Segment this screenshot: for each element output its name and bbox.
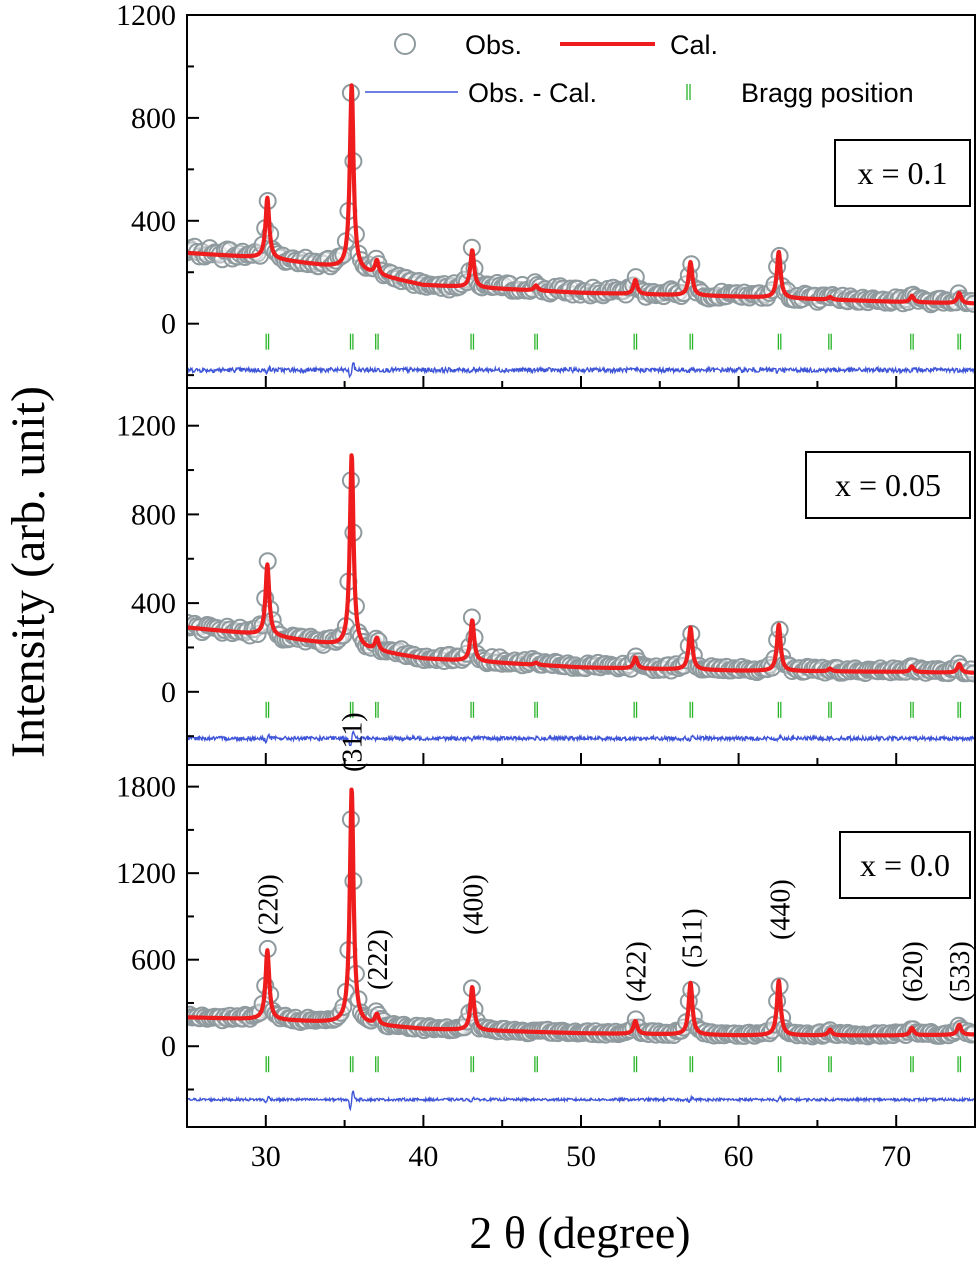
calculated-line: [187, 787, 975, 1038]
composition-labels: x = 0.1 x = 0.05 x = 0.0: [805, 139, 971, 899]
legend: Obs. Cal. Obs. - Cal. Bragg position: [365, 30, 914, 108]
calculated-line: [187, 453, 975, 675]
hkl-label: (620): [898, 941, 929, 1002]
x-tick-label: 70: [881, 1140, 911, 1173]
bragg-ticks: [265, 701, 962, 718]
calculated-line: [187, 83, 975, 306]
y-tick-label: 1200: [116, 857, 176, 890]
panel-3: [187, 787, 975, 1112]
x-tick-label: 30: [251, 1140, 281, 1173]
composition-box: x = 0.1: [834, 139, 971, 207]
legend-obs-marker: [394, 33, 416, 55]
bragg-ticks: [265, 1056, 962, 1073]
bragg-ticks: [265, 333, 962, 350]
y-tick-label: 600: [131, 944, 176, 977]
panel-frame: [186, 764, 976, 1128]
composition-box: x = 0.05: [805, 451, 971, 519]
composition-box: x = 0.0: [839, 831, 971, 899]
composition-label: x = 0.1: [857, 155, 947, 191]
difference-line: [187, 362, 975, 379]
composition-label: x = 0.05: [835, 467, 941, 503]
y-tick-label: 0: [161, 676, 176, 709]
x-tick-label: 50: [566, 1140, 596, 1173]
hkl-label: (511): [677, 908, 708, 968]
y-tick-label: 1200: [116, 410, 176, 443]
hkl-label: (220): [253, 874, 284, 935]
y-tick-label: 800: [131, 498, 176, 531]
hkl-label: (311): [338, 712, 369, 772]
x-tick-label: 60: [724, 1140, 754, 1173]
y-tick-label: 0: [161, 1030, 176, 1063]
plot-area: [187, 787, 975, 1112]
plot-area: [187, 83, 975, 379]
panel-2: [187, 453, 975, 747]
hkl-label: (222): [363, 929, 394, 990]
y-tick-label: 1200: [116, 0, 176, 32]
hkl-label: (422): [621, 941, 652, 1002]
composition-label: x = 0.0: [860, 847, 950, 883]
difference-line: [187, 1090, 975, 1112]
legend-diff-label: Obs. - Cal.: [468, 78, 597, 108]
hkl-label: (440): [766, 879, 797, 940]
x-tick-label: 40: [408, 1140, 438, 1173]
legend-bragg-label: Bragg position: [741, 78, 914, 108]
y-axis-title: Intensity (arb. unit): [2, 386, 55, 758]
x-axis-title: 2 θ (degree): [469, 1207, 690, 1258]
y-tick-label: 0: [161, 308, 176, 341]
y-tick-label: 400: [131, 205, 176, 238]
hkl-label: (400): [458, 874, 489, 935]
y-tick-label: 400: [131, 587, 176, 620]
y-tick-label: 1800: [116, 771, 176, 804]
panel-1: [187, 83, 975, 379]
panels: [187, 83, 975, 1112]
legend-cal-label: Cal.: [670, 30, 718, 60]
difference-line: [187, 730, 975, 747]
hkl-label: (533): [945, 941, 976, 1002]
plot-area: [187, 453, 975, 747]
y-tick-label: 800: [131, 102, 176, 135]
legend-obs-label: Obs.: [465, 30, 522, 60]
panel-frame: [186, 387, 976, 766]
